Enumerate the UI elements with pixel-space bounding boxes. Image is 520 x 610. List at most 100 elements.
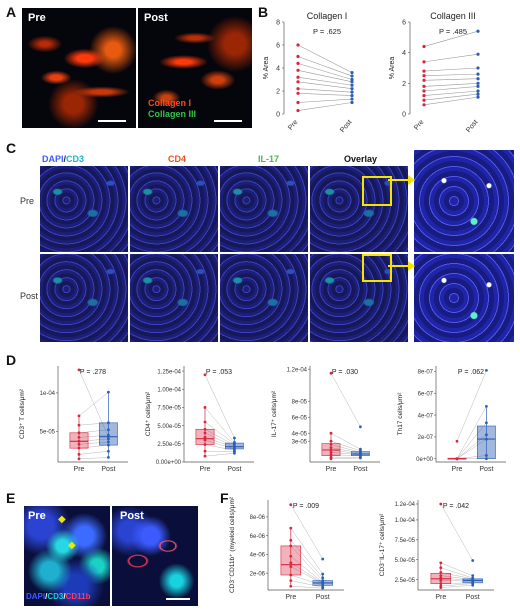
panel-label-e: E	[6, 490, 16, 506]
post-point	[485, 437, 488, 441]
post-point	[350, 83, 354, 87]
post-point	[350, 97, 354, 101]
post-point	[350, 100, 354, 105]
pair-line	[440, 580, 473, 582]
pair-line	[297, 102, 353, 111]
y-tick-label: 2	[402, 81, 406, 88]
pre-point	[77, 414, 81, 418]
legend-part-cd11b: CD11b	[65, 592, 91, 601]
if-pre-zoom	[414, 150, 514, 252]
row-label-post: Post	[20, 291, 39, 301]
marker-arrow: ◆	[68, 540, 76, 551]
y-axis-label: CD3⁻IL-17⁺ cells/μm²	[379, 513, 386, 576]
pre-point	[439, 571, 443, 574]
pair-line	[297, 81, 353, 89]
pair-line	[204, 374, 235, 439]
y-tick-label: 7.5e-05	[395, 538, 416, 544]
pre-point	[289, 561, 293, 565]
post-point	[321, 572, 325, 576]
pair-line	[423, 73, 479, 76]
boxplot-chart: 2.5e-05 5.0e-05 7.5e-05 1.0e-04 1.2e-04 CD3⁻I…	[379, 500, 494, 601]
y-tick-label: 4e-07	[418, 413, 434, 419]
pre-point	[77, 457, 81, 461]
pre-point	[289, 554, 293, 558]
image-caption-pre: Pre	[28, 510, 46, 522]
pair-line	[204, 432, 235, 447]
pair-line	[204, 429, 235, 446]
pair-line	[330, 457, 361, 460]
post-point	[485, 454, 488, 457]
scale-bar	[166, 598, 190, 600]
boxplot-chart: 0.00e+00 2.50e-05 5.00e-05 7.50e-05 1.00e-04…	[145, 366, 254, 473]
pre-point	[77, 446, 81, 450]
pre-point	[422, 89, 426, 93]
y-tick-label: 2.5e-05	[395, 578, 416, 584]
pre-point	[422, 103, 426, 107]
pre-point	[77, 452, 81, 456]
x-tick-label: Post	[101, 466, 115, 473]
y-axis-label: IL-17⁺ cells/μm²	[271, 390, 278, 437]
pair-line	[290, 556, 323, 583]
pair-line	[290, 574, 323, 586]
scale-bar	[98, 120, 126, 122]
panel-label-f: F	[220, 490, 229, 506]
post-point	[233, 436, 236, 440]
post-point	[359, 425, 362, 429]
zoom-arrow-head	[408, 175, 415, 185]
post-point	[471, 583, 475, 587]
post-point	[476, 89, 480, 93]
p-value: P = .053	[206, 369, 232, 376]
pair-line	[297, 98, 353, 103]
boxplot-chart: 3e-05 4e-05 6e-05 8e-05 1.2e-04 IL-17⁺ cells/…	[271, 366, 380, 473]
pair-line	[330, 449, 361, 455]
pair-line	[297, 70, 353, 83]
pair-line	[330, 444, 361, 453]
y-tick-label: 1.2e-04	[287, 367, 308, 373]
paired-chart: Collagen I % Area 0 2 4 6 8 P = .625 Pre Post	[263, 11, 354, 134]
pair-line	[423, 83, 479, 87]
pre-point	[329, 453, 333, 457]
zoom-region-box	[362, 254, 392, 282]
post-point	[107, 440, 110, 444]
image-caption-post: Post	[120, 510, 144, 522]
pre-point	[439, 586, 443, 590]
pre-point	[289, 503, 293, 507]
if-post-il17	[220, 254, 308, 342]
if-post-zoom	[414, 254, 514, 342]
post-point	[350, 90, 354, 94]
y-tick-label: 4e-06	[250, 553, 266, 559]
y-axis-label: CD3⁻CD11b⁺ (myeloid cells)/μm²	[229, 496, 236, 593]
y-axis-label: % Area	[263, 57, 270, 80]
legend-part-slash: /	[63, 592, 66, 601]
post-point	[107, 455, 110, 459]
y-tick-label: 1.00e-04	[157, 387, 181, 393]
pre-point	[203, 454, 207, 458]
y-tick-label: 0	[402, 112, 406, 119]
zoom-arrow-head	[408, 261, 415, 271]
col-title-overlay: Overlay	[344, 154, 378, 164]
post-point	[485, 368, 488, 372]
post-point	[476, 77, 480, 81]
collagen-pre-image: Pre	[22, 8, 136, 128]
pair-line	[440, 503, 473, 561]
legend-part-cd3: CD3	[47, 592, 64, 601]
pre-point	[422, 60, 426, 64]
x-tick-label: Pre	[413, 119, 425, 132]
post-point	[107, 443, 110, 447]
legend-dapi-cd3-cd11b: DAPI/CD3/CD11b	[26, 592, 91, 601]
post-point	[476, 95, 480, 99]
pre-point	[329, 446, 333, 449]
pre-point	[289, 584, 293, 588]
pair-line	[78, 441, 109, 445]
post-point	[107, 433, 110, 437]
pair-line	[204, 439, 235, 450]
pre-point	[289, 544, 293, 548]
x-tick-label: Post	[479, 466, 493, 473]
pair-line	[297, 88, 353, 93]
pre-point	[329, 371, 333, 375]
post-point	[476, 84, 480, 88]
pair-line	[78, 429, 109, 434]
pre-point	[289, 565, 293, 568]
p-value: P = .625	[313, 27, 341, 36]
